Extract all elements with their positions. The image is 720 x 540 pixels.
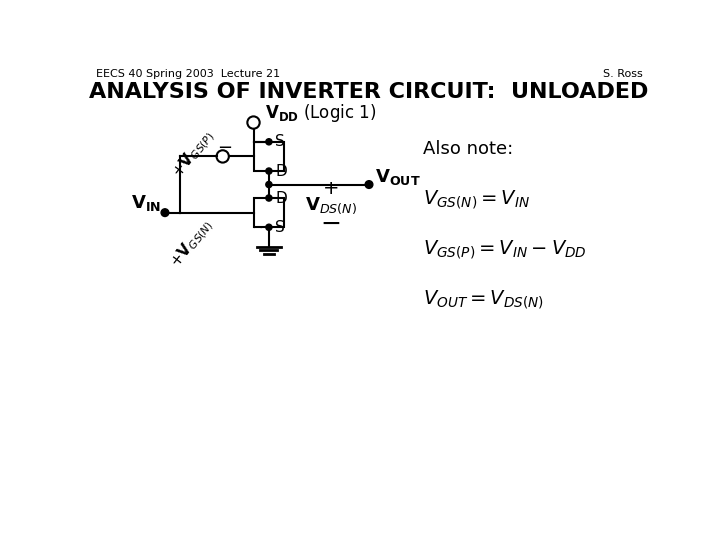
Text: $\bf{V_{IN}}$: $\bf{V_{IN}}$ — [131, 193, 161, 213]
Text: $\bf{V_{DD}}$ (Logic 1): $\bf{V_{DD}}$ (Logic 1) — [265, 102, 377, 124]
Text: ANALYSIS OF INVERTER CIRCUIT:  UNLOADED: ANALYSIS OF INVERTER CIRCUIT: UNLOADED — [89, 82, 649, 102]
Text: Also note:: Also note: — [423, 140, 513, 159]
Text: $-$: $-$ — [320, 212, 341, 235]
Circle shape — [365, 181, 373, 188]
Circle shape — [266, 224, 272, 231]
Text: $+ \mathbf{V}_{GS(N)}$: $+ \mathbf{V}_{GS(N)}$ — [166, 215, 217, 272]
Bar — [253, 198, 284, 227]
Circle shape — [266, 139, 272, 145]
Text: $V_{OUT} = V_{DS(N)}$: $V_{OUT} = V_{DS(N)}$ — [423, 288, 544, 310]
Text: S. Ross: S. Ross — [603, 69, 642, 79]
Text: $+ \mathbf{V}_{GS(P)}$: $+ \mathbf{V}_{GS(P)}$ — [169, 126, 219, 181]
Text: $\bf{V_{OUT}}$: $\bf{V_{OUT}}$ — [375, 167, 420, 187]
Text: D: D — [275, 164, 287, 179]
Circle shape — [266, 168, 272, 174]
Text: $\sim$: $\sim$ — [250, 218, 266, 233]
Text: $-$: $-$ — [217, 137, 232, 154]
Circle shape — [161, 209, 168, 217]
Text: $V_{GS(P)} = V_{IN} - V_{DD}$: $V_{GS(P)} = V_{IN} - V_{DD}$ — [423, 239, 587, 261]
Bar — [253, 142, 284, 171]
Text: EECS 40 Spring 2003  Lecture 21: EECS 40 Spring 2003 Lecture 21 — [96, 69, 280, 79]
Text: S: S — [275, 220, 285, 235]
Text: S: S — [275, 134, 285, 149]
Circle shape — [266, 195, 272, 201]
Text: D: D — [275, 191, 287, 206]
Circle shape — [266, 181, 272, 187]
Text: $V_{GS(N)} = V_{IN}$: $V_{GS(N)} = V_{IN}$ — [423, 188, 530, 211]
Text: $\mathbf{V}_{DS(N)}$: $\mathbf{V}_{DS(N)}$ — [305, 195, 356, 216]
Text: $+$: $+$ — [323, 179, 338, 198]
